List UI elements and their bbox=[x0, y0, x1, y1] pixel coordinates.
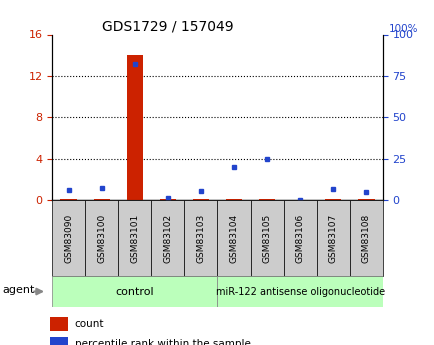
Text: count: count bbox=[75, 319, 104, 329]
Bar bbox=[60, 199, 77, 200]
Text: agent: agent bbox=[3, 285, 35, 295]
Bar bbox=[118, 200, 151, 276]
Text: GSM83101: GSM83101 bbox=[130, 214, 139, 263]
Bar bbox=[324, 199, 341, 200]
Bar bbox=[93, 199, 110, 200]
Text: GSM83102: GSM83102 bbox=[163, 214, 172, 263]
Bar bbox=[184, 200, 217, 276]
Text: GSM83090: GSM83090 bbox=[64, 214, 73, 263]
Bar bbox=[50, 317, 68, 331]
Text: GSM83106: GSM83106 bbox=[295, 214, 304, 263]
Bar bbox=[126, 55, 143, 200]
Bar bbox=[357, 199, 374, 200]
Text: GSM83104: GSM83104 bbox=[229, 214, 238, 263]
Bar bbox=[192, 199, 209, 200]
Text: miR-122 antisense oligonucleotide: miR-122 antisense oligonucleotide bbox=[215, 287, 384, 296]
Bar bbox=[250, 200, 283, 276]
Bar bbox=[217, 276, 382, 307]
Text: percentile rank within the sample: percentile rank within the sample bbox=[75, 339, 250, 345]
Text: GSM83107: GSM83107 bbox=[328, 214, 337, 263]
Bar bbox=[52, 276, 217, 307]
Bar bbox=[258, 199, 275, 200]
Bar bbox=[225, 199, 242, 200]
Bar bbox=[349, 200, 382, 276]
Text: 100%: 100% bbox=[388, 24, 417, 34]
Text: GSM83105: GSM83105 bbox=[262, 214, 271, 263]
Text: GSM83108: GSM83108 bbox=[361, 214, 370, 263]
Bar bbox=[283, 200, 316, 276]
Text: GDS1729 / 157049: GDS1729 / 157049 bbox=[102, 19, 233, 33]
Bar bbox=[52, 200, 85, 276]
Bar bbox=[217, 200, 250, 276]
Bar bbox=[316, 200, 349, 276]
Text: GSM83100: GSM83100 bbox=[97, 214, 106, 263]
Text: control: control bbox=[115, 287, 154, 296]
Bar bbox=[151, 200, 184, 276]
Text: GSM83103: GSM83103 bbox=[196, 214, 205, 263]
Bar bbox=[50, 337, 68, 345]
Bar bbox=[159, 199, 176, 200]
Bar bbox=[85, 200, 118, 276]
